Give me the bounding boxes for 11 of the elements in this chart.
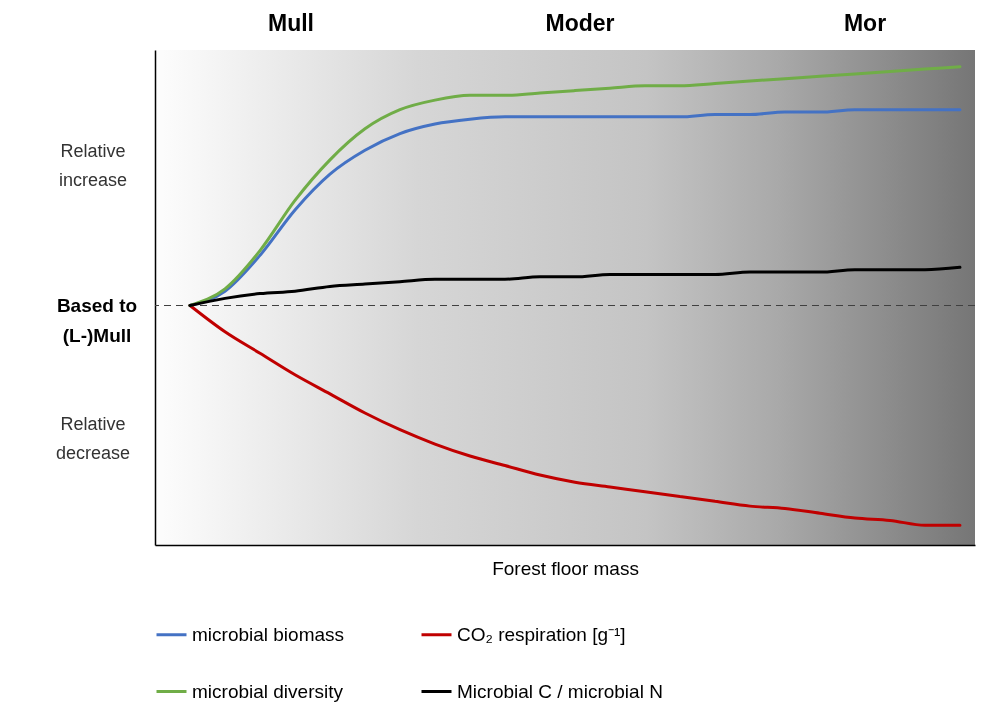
legend-label: CO₂ respiration [g⁻¹] bbox=[457, 623, 626, 645]
text: Mor bbox=[843, 10, 887, 36]
text: Relative decrease bbox=[55, 414, 131, 463]
text: Moder bbox=[545, 10, 615, 36]
legend-label: microbial diversity bbox=[192, 680, 344, 702]
x-axis-title: Forest floor mass bbox=[492, 557, 639, 579]
legend-label: microbial biomass bbox=[192, 623, 345, 645]
text: Mull bbox=[268, 10, 314, 36]
legend-label: Microbial C / microbial N bbox=[457, 680, 663, 702]
text: Relative increase bbox=[58, 141, 128, 190]
ref-line-label: Based to (L-)Mull bbox=[56, 294, 138, 346]
